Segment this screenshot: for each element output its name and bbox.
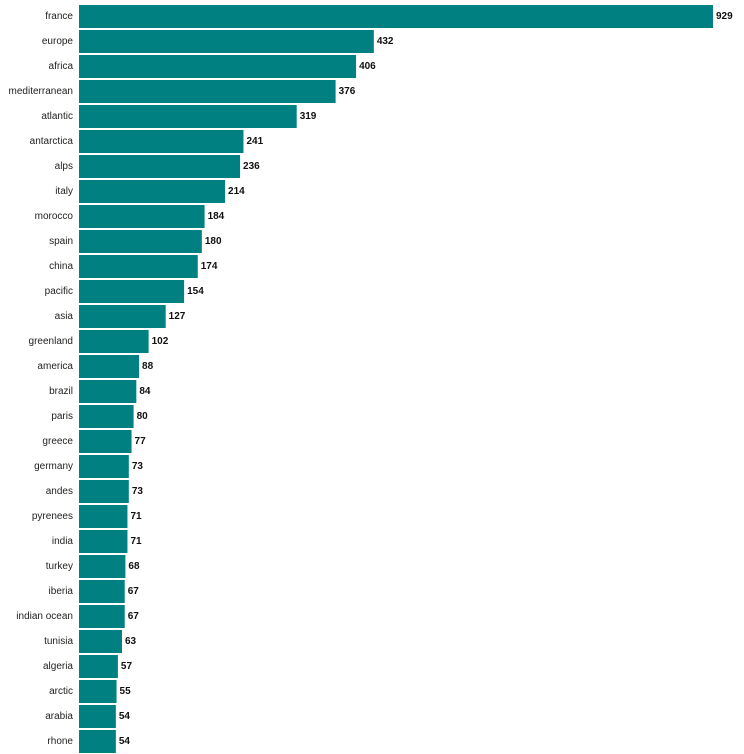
value-label: 54 [119,736,131,747]
category-label: iberia [49,586,74,597]
value-label: 67 [128,586,140,597]
value-label: 174 [201,261,218,272]
bar-germany [79,455,129,478]
value-label: 63 [125,636,137,647]
value-label: 102 [152,336,169,347]
bar-europe [79,30,374,53]
category-label: africa [49,61,74,72]
bar-turkey [79,555,126,578]
bar-america [79,355,140,378]
value-label: 68 [128,561,140,572]
category-label: america [37,361,73,372]
category-label: mediterranean [9,86,73,97]
bar-alps [79,155,241,178]
bar-andes [79,480,129,503]
value-label: 127 [169,311,186,322]
category-label: france [45,11,73,22]
category-label: china [49,261,73,272]
category-label: greenland [29,336,73,347]
category-label: alps [55,161,73,172]
category-label: pacific [45,286,73,297]
bar-tunisia [79,630,122,653]
bar-arabia [79,705,116,728]
value-label: 236 [243,161,260,172]
bar-indian-ocean [79,605,125,628]
category-label: paris [51,411,73,422]
category-label: asia [55,311,74,322]
bar-atlantic [79,105,297,128]
bar-iberia [79,580,125,603]
value-label: 80 [137,411,149,422]
value-label: 57 [121,661,133,672]
value-label: 73 [132,486,144,497]
bar-pacific [79,280,185,303]
category-label: india [52,536,74,547]
value-label: 376 [339,86,356,97]
bar-france [79,5,713,28]
bar-china [79,255,198,278]
bar-pyrenees [79,505,128,528]
category-label: algeria [43,661,73,672]
value-label: 71 [130,511,142,522]
category-label: italy [55,186,73,197]
bar-india [79,530,128,553]
category-label: indian ocean [16,611,73,622]
category-label: atlantic [41,111,73,122]
category-label: andes [46,486,73,497]
value-label: 77 [135,436,147,447]
bar-greenland [79,330,149,353]
category-label: brazil [49,386,73,397]
value-label: 55 [120,686,132,697]
value-label: 67 [128,611,140,622]
bar-africa [79,55,357,78]
category-label: turkey [46,561,73,572]
bar-brazil [79,380,137,403]
category-label: arctic [49,686,73,697]
value-label: 319 [300,111,317,122]
value-label: 214 [228,186,245,197]
bar-algeria [79,655,118,678]
category-label: greece [42,436,73,447]
category-label: rhone [47,736,73,747]
value-label: 71 [130,536,142,547]
value-label: 154 [187,286,204,297]
value-label: 929 [716,11,733,22]
value-label: 184 [208,211,225,222]
bar-arctic [79,680,117,703]
bar-rhone [79,730,116,753]
bar-paris [79,405,134,428]
category-label: europe [42,36,74,47]
bar-asia [79,305,166,328]
category-label: arabia [45,711,73,722]
category-label: morocco [35,211,74,222]
category-label: pyrenees [32,511,73,522]
bar-antarctica [79,130,244,153]
bar-italy [79,180,226,203]
value-label: 241 [246,136,263,147]
value-label: 180 [205,236,222,247]
value-label: 73 [132,461,144,472]
value-label: 406 [359,61,376,72]
category-label: antarctica [30,136,74,147]
category-label: spain [49,236,73,247]
value-label: 54 [119,711,131,722]
value-label: 88 [142,361,154,372]
value-label: 84 [139,386,151,397]
category-label: germany [34,461,73,472]
bar-morocco [79,205,205,228]
category-label: tunisia [44,636,73,647]
value-label: 432 [377,36,394,47]
bar-spain [79,230,202,253]
bar-greece [79,430,132,453]
bar-mediterranean [79,80,336,103]
